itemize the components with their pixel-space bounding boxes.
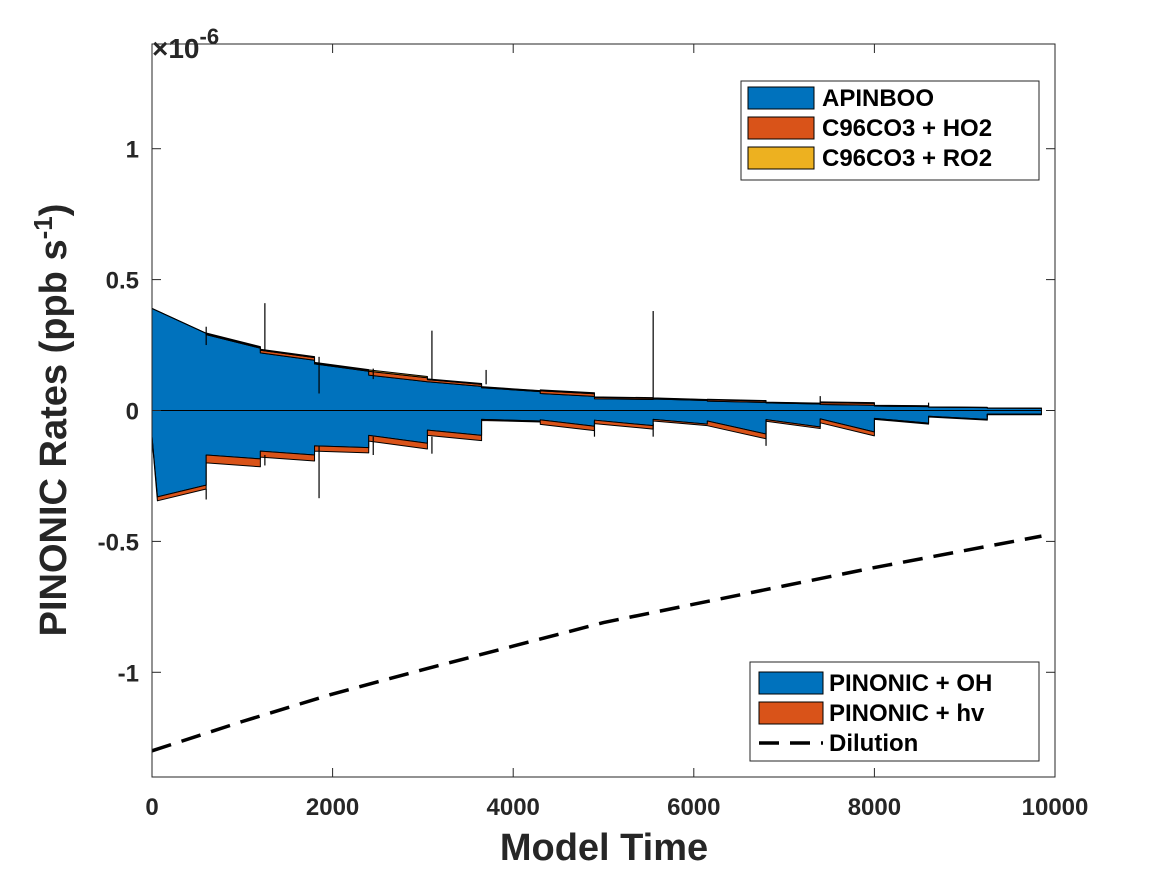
production-areas bbox=[151, 307, 1042, 411]
loss-area-pinonic-hv bbox=[151, 413, 1042, 502]
production-area-apinboo bbox=[151, 307, 1042, 411]
legend-label: Dilution bbox=[829, 730, 918, 757]
legend-label: APINBOO bbox=[822, 85, 934, 112]
y-axis: -1 -0.5 0 0.5 1 bbox=[98, 137, 1055, 687]
y-exponent: -6 bbox=[200, 24, 220, 49]
legend-swatch bbox=[747, 116, 815, 140]
x-tick-label: 2000 bbox=[306, 794, 359, 821]
loss-areas bbox=[151, 410, 1042, 502]
legend-swatch bbox=[758, 701, 824, 725]
y-exponent-label: ×10-6 bbox=[152, 24, 219, 64]
legend-swatch bbox=[747, 146, 815, 170]
legend-swatch bbox=[747, 86, 815, 110]
legend-bottom: PINONIC + OH PINONIC + hv Dilution bbox=[749, 661, 1040, 762]
x-tick-label: 4000 bbox=[487, 794, 540, 821]
x-tick-label: 8000 bbox=[848, 794, 901, 821]
legend-label: PINONIC + OH bbox=[829, 670, 992, 697]
dilution-line bbox=[151, 534, 1042, 753]
y-tick-label: 0 bbox=[126, 399, 139, 426]
y-tick-label: -0.5 bbox=[98, 529, 139, 556]
y-axis-title-close: ) bbox=[33, 204, 75, 217]
legend-label: PINONIC + hv bbox=[829, 700, 985, 727]
x-tick-label: 6000 bbox=[667, 794, 720, 821]
y-tick-label: 1 bbox=[126, 137, 139, 164]
legend-swatch bbox=[758, 671, 824, 695]
x-tick-label: 10000 bbox=[1022, 794, 1089, 821]
y-axis-title: PINONIC Rates (ppb s-1) bbox=[28, 204, 75, 637]
spike-lines bbox=[205, 303, 988, 500]
x-axis: 0 2000 4000 6000 8000 10000 bbox=[145, 44, 1088, 821]
y-tick-label: -1 bbox=[118, 660, 139, 687]
legend-label: C96CO3 + HO2 bbox=[822, 115, 992, 142]
x-axis-title: Model Time bbox=[500, 827, 708, 869]
y-tick-label: 0.5 bbox=[106, 268, 139, 295]
x-tick-label: 0 bbox=[145, 794, 158, 821]
production-area-c96co3-ro2 bbox=[151, 307, 1042, 409]
y-axis-title-sup: -1 bbox=[28, 216, 58, 239]
legend-top: APINBOO C96CO3 + HO2 C96CO3 + RO2 bbox=[740, 80, 1040, 181]
legend-label: C96CO3 + RO2 bbox=[822, 145, 992, 172]
